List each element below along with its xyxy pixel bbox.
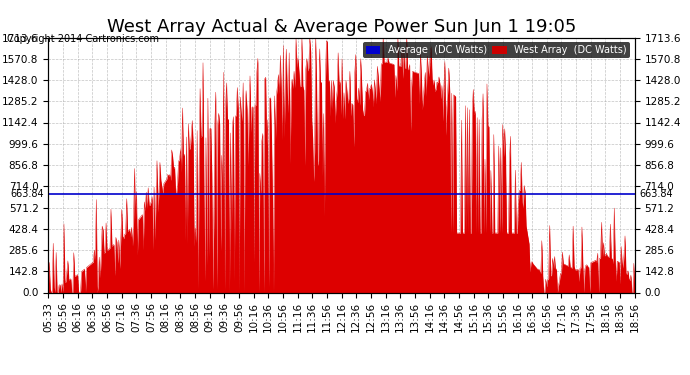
Text: 663.84: 663.84 (639, 189, 673, 199)
Title: West Array Actual & Average Power Sun Jun 1 19:05: West Array Actual & Average Power Sun Ju… (107, 18, 576, 36)
Text: 663.84: 663.84 (10, 189, 44, 199)
Text: Copyright 2014 Cartronics.com: Copyright 2014 Cartronics.com (7, 34, 159, 44)
Legend: Average  (DC Watts), West Array  (DC Watts): Average (DC Watts), West Array (DC Watts… (363, 42, 630, 58)
